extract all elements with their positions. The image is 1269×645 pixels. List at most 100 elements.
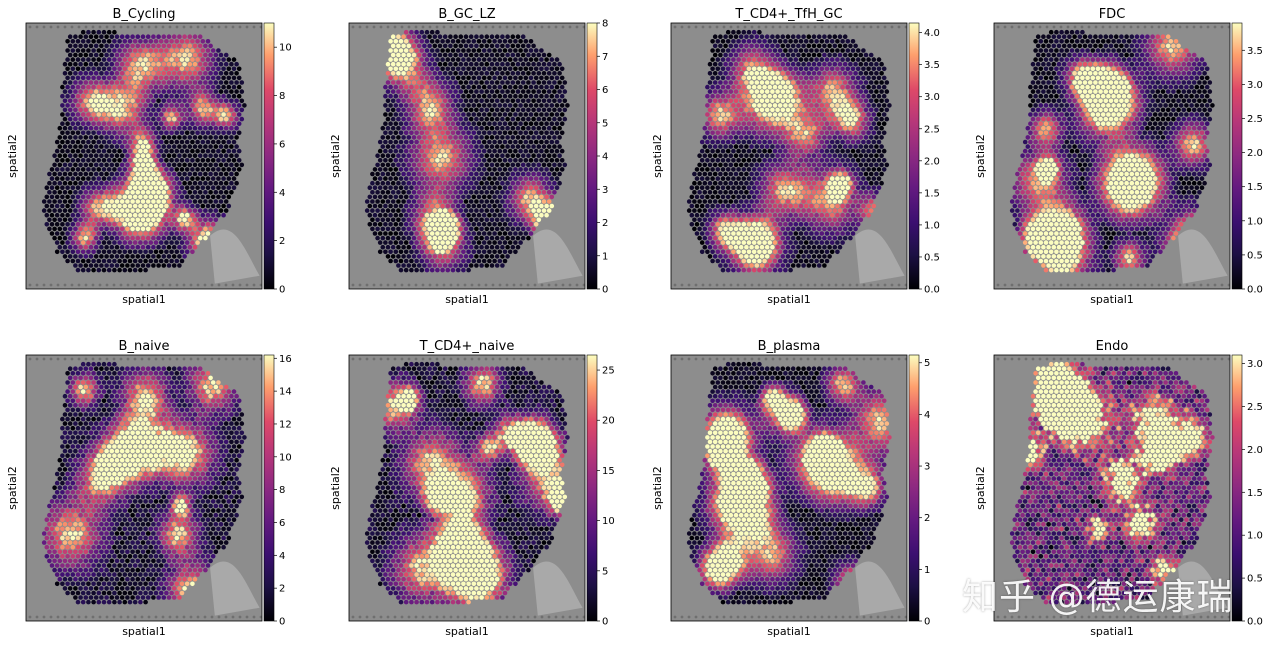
spot: [406, 217, 412, 223]
spot: [853, 43, 858, 49]
spot: [169, 148, 174, 154]
spot: [523, 203, 529, 209]
spot: [881, 66, 887, 72]
spot: [733, 180, 739, 186]
spot: [723, 144, 728, 149]
spot: [487, 103, 492, 108]
spot: [396, 263, 401, 268]
spot: [231, 93, 237, 99]
spot: [471, 240, 477, 245]
spot: [466, 75, 471, 81]
spot: [489, 235, 495, 241]
spot: [179, 93, 185, 99]
spot: [119, 199, 125, 204]
spot: [557, 80, 562, 85]
spot: [515, 80, 521, 85]
spot: [858, 162, 864, 168]
spot: [463, 89, 469, 94]
spot: [492, 203, 497, 209]
spot: [416, 153, 422, 158]
spot: [83, 116, 89, 122]
spot: [406, 34, 412, 39]
spot: [73, 254, 78, 259]
spot: [822, 80, 827, 85]
spot: [842, 162, 848, 168]
spot: [109, 89, 115, 94]
spot: [153, 84, 159, 90]
spot: [783, 167, 788, 172]
spot: [91, 93, 96, 99]
spot: [54, 194, 60, 200]
spot: [83, 144, 89, 149]
spot: [166, 107, 172, 113]
spot: [442, 190, 448, 195]
spot: [468, 199, 474, 204]
spot: [448, 263, 453, 268]
spot: [226, 57, 232, 62]
spot: [78, 71, 83, 76]
spot: [182, 153, 187, 158]
spot: [416, 125, 422, 131]
fiducial-dot: [785, 283, 789, 287]
spot: [837, 144, 843, 149]
spot: [117, 194, 122, 200]
spot: [754, 135, 760, 140]
spot: [156, 263, 161, 268]
spot: [500, 89, 505, 94]
spot: [827, 89, 832, 94]
spot: [427, 190, 432, 195]
spot: [401, 89, 406, 94]
spot: [197, 116, 203, 122]
spot: [140, 80, 146, 85]
spot: [759, 171, 765, 177]
spot: [161, 171, 167, 177]
spot: [73, 180, 78, 186]
spot: [91, 57, 96, 62]
spot: [83, 171, 89, 177]
spot: [169, 66, 174, 72]
spot: [96, 84, 102, 90]
spot: [179, 75, 185, 81]
spot: [474, 61, 479, 67]
spot: [117, 48, 122, 53]
spot: [236, 84, 242, 90]
spot: [437, 89, 443, 94]
spot: [474, 171, 479, 177]
spot: [151, 125, 156, 131]
spot: [73, 153, 78, 158]
spot: [546, 199, 552, 204]
spot: [759, 180, 765, 186]
spot: [80, 249, 86, 255]
spot: [780, 80, 786, 85]
spot: [208, 208, 213, 213]
spot: [829, 139, 835, 145]
fiducial-dot: [519, 283, 523, 287]
spot: [130, 89, 135, 94]
spot: [520, 180, 526, 186]
spot: [437, 254, 443, 259]
fiducial-dot: [98, 283, 102, 287]
spot: [788, 39, 793, 44]
spot: [135, 71, 141, 76]
spot: [78, 61, 83, 67]
spot: [816, 52, 822, 58]
spot: [785, 34, 791, 39]
spot: [523, 121, 529, 126]
spot: [429, 267, 435, 273]
spot: [749, 135, 754, 140]
spot: [461, 231, 466, 236]
spot: [759, 153, 765, 158]
spot: [65, 249, 70, 255]
spot: [458, 244, 464, 250]
spot: [101, 112, 107, 117]
spot: [744, 61, 749, 67]
spot: [507, 203, 513, 209]
spot: [523, 185, 529, 190]
spot: [86, 139, 91, 145]
spot: [837, 199, 843, 204]
spot: [707, 171, 713, 177]
fiducial-dot: [189, 25, 193, 29]
spot: [492, 185, 497, 190]
spot: [106, 231, 112, 236]
spot: [715, 93, 721, 99]
